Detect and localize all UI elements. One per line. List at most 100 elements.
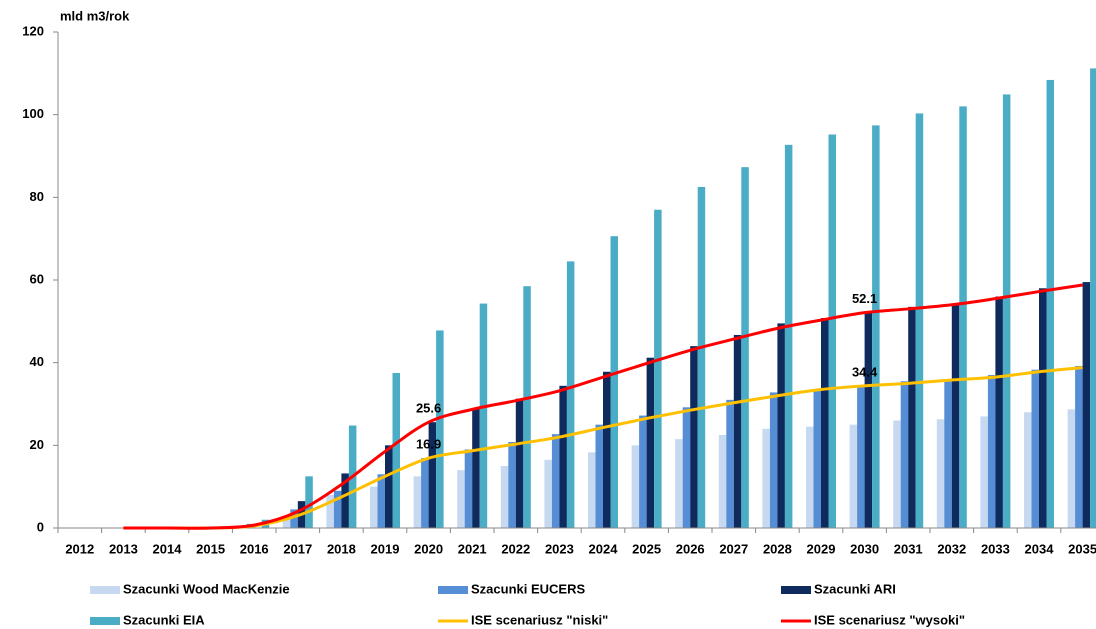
bar [508, 442, 516, 528]
bar [718, 435, 727, 528]
bar [377, 474, 385, 528]
x-tick-label: 2020 [414, 541, 443, 556]
x-tick-label: 2026 [676, 541, 705, 556]
y-tick-label: 100 [22, 106, 44, 121]
bar [290, 509, 298, 528]
x-tick-label: 2025 [632, 541, 661, 556]
y-tick-label: 80 [30, 189, 44, 204]
bar [421, 458, 429, 528]
x-tick-label: 2014 [153, 541, 183, 556]
legend-label: Szacunki EIA [123, 612, 205, 627]
bar [646, 357, 655, 528]
bar [1039, 288, 1047, 528]
bar [806, 426, 814, 528]
bar [385, 445, 393, 528]
data-label: 25.6 [416, 401, 441, 416]
y-tick-label: 20 [30, 437, 44, 452]
bar [872, 125, 880, 528]
bar [980, 416, 988, 528]
legend-swatch [781, 586, 811, 594]
bar [370, 486, 378, 528]
bar [523, 286, 531, 528]
bar [936, 419, 945, 528]
bar [1024, 412, 1032, 528]
legend-swatch [90, 617, 120, 625]
bar [769, 392, 778, 528]
bar [733, 334, 742, 528]
bar [697, 187, 706, 528]
bar [341, 473, 349, 528]
x-tick-label: 2017 [283, 541, 312, 556]
data-label: 52.1 [852, 291, 877, 306]
bar [690, 346, 698, 528]
bar [559, 385, 567, 528]
bar [413, 476, 422, 528]
bar [1067, 409, 1076, 528]
bar [282, 519, 291, 528]
bar [987, 375, 996, 528]
bar [741, 167, 749, 528]
bar [1082, 282, 1091, 528]
x-tick-label: 2012 [65, 541, 94, 556]
legend-label: Szacunki EUCERS [471, 581, 585, 596]
bar [1031, 369, 1039, 528]
bar [639, 415, 647, 528]
x-tick-label: 2024 [589, 541, 619, 556]
bar [944, 379, 952, 528]
bar [566, 261, 575, 528]
bar [500, 466, 509, 528]
bar [515, 398, 524, 528]
bar [631, 445, 640, 528]
bar [762, 428, 770, 528]
bar [436, 330, 444, 528]
x-tick-label: 2029 [807, 541, 836, 556]
bar [305, 476, 313, 528]
legend-label: Szacunki ARI [814, 581, 896, 596]
bar [479, 303, 488, 528]
line [123, 283, 1083, 530]
bar [893, 420, 901, 528]
bar [864, 312, 873, 528]
bar [654, 209, 662, 528]
legend-swatch [438, 586, 468, 594]
x-tick-label: 2033 [981, 541, 1010, 556]
line [123, 366, 1083, 530]
x-tick-label: 2032 [937, 541, 966, 556]
y-unit-label: mld m3/rok [60, 8, 130, 23]
bar [857, 385, 865, 528]
bar [464, 449, 473, 528]
x-tick-label: 2022 [501, 541, 530, 556]
legend-label: Szacunki Wood MacKenzie [123, 581, 290, 596]
y-tick-label: 120 [22, 23, 44, 38]
bar [472, 408, 480, 528]
legend-label: ISE scenariusz "niski" [471, 612, 608, 627]
bar [595, 424, 603, 528]
x-tick-label: 2019 [371, 541, 400, 556]
bar [995, 296, 1003, 528]
bar [849, 424, 858, 528]
bar [682, 407, 691, 528]
bar [828, 134, 836, 529]
x-tick-label: 2021 [458, 541, 487, 556]
x-tick-label: 2016 [240, 541, 269, 556]
y-tick-label: 0 [37, 519, 44, 534]
bar [821, 318, 829, 528]
bar [784, 144, 793, 528]
bar [428, 422, 437, 528]
bar [603, 371, 611, 528]
y-tick-label: 60 [30, 271, 44, 286]
bar [726, 399, 734, 528]
x-tick-label: 2034 [1025, 541, 1055, 556]
bar [1090, 68, 1096, 528]
bar [675, 439, 683, 528]
legend-swatch [90, 586, 120, 594]
data-label: 34.4 [852, 364, 878, 379]
x-tick-label: 2013 [109, 541, 138, 556]
x-tick-label: 2015 [196, 541, 225, 556]
bar [908, 306, 916, 528]
bar [588, 452, 596, 528]
bar [326, 494, 334, 528]
x-tick-label: 2035 [1068, 541, 1096, 556]
x-tick-label: 2028 [763, 541, 792, 556]
